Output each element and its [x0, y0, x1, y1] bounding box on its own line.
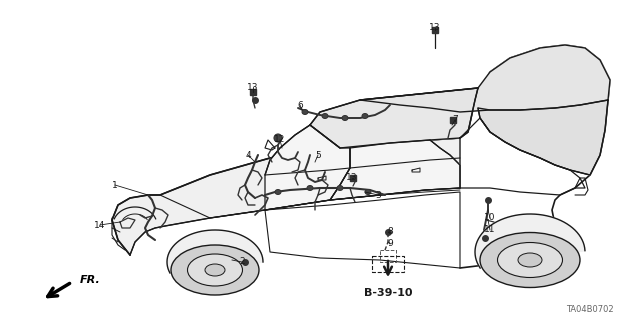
Polygon shape [310, 88, 478, 148]
Text: FR.: FR. [80, 275, 100, 285]
Text: 11: 11 [484, 226, 496, 234]
Ellipse shape [342, 115, 348, 121]
Ellipse shape [302, 109, 308, 115]
Text: 9: 9 [387, 240, 393, 249]
Text: 1: 1 [112, 181, 118, 189]
Ellipse shape [497, 242, 563, 278]
Polygon shape [167, 230, 263, 273]
Ellipse shape [337, 186, 343, 190]
Text: 12: 12 [275, 136, 285, 145]
Text: 4: 4 [245, 151, 251, 160]
Text: 13: 13 [346, 174, 358, 182]
Ellipse shape [275, 189, 281, 195]
Polygon shape [112, 45, 610, 268]
Text: 6: 6 [297, 100, 303, 109]
Ellipse shape [362, 114, 368, 118]
Text: 3: 3 [375, 190, 381, 199]
Text: TA04B0702: TA04B0702 [566, 306, 614, 315]
Text: 7: 7 [452, 115, 458, 124]
Ellipse shape [365, 189, 371, 195]
Text: 2: 2 [239, 257, 245, 266]
Text: 8: 8 [387, 227, 393, 236]
Ellipse shape [322, 114, 328, 118]
Ellipse shape [480, 233, 580, 287]
Text: 13: 13 [429, 24, 441, 33]
Polygon shape [112, 138, 460, 255]
Text: 13: 13 [247, 83, 259, 92]
Ellipse shape [205, 264, 225, 276]
Ellipse shape [307, 186, 313, 190]
Polygon shape [265, 125, 350, 210]
Text: 5: 5 [315, 151, 321, 160]
Polygon shape [330, 140, 460, 200]
Text: 14: 14 [94, 220, 106, 229]
Polygon shape [360, 45, 610, 112]
Text: B-39-10: B-39-10 [364, 288, 412, 298]
Ellipse shape [188, 254, 243, 286]
Ellipse shape [274, 134, 282, 142]
Ellipse shape [171, 245, 259, 295]
Ellipse shape [518, 253, 542, 267]
Polygon shape [475, 214, 585, 268]
Text: 10: 10 [484, 213, 496, 222]
Polygon shape [478, 100, 608, 175]
